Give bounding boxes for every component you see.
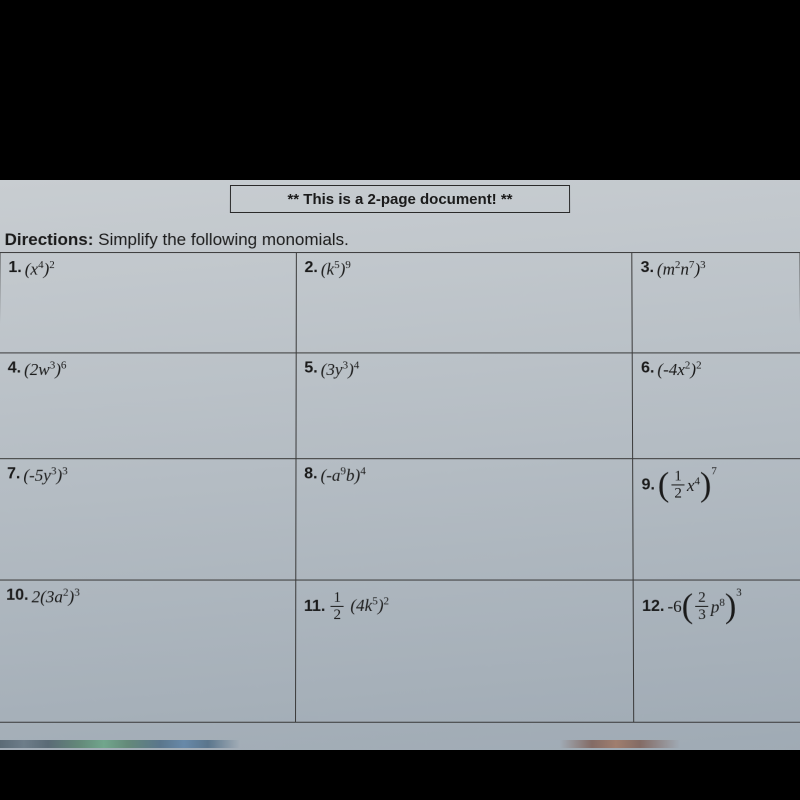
problem-number: 7. xyxy=(7,465,21,483)
cell-p6: 6. (-4x2)2 xyxy=(632,353,800,459)
math-expr: (-5y3)3 xyxy=(23,465,67,486)
cell-p7: 7. (-5y3)3 xyxy=(0,459,296,580)
worksheet-table: 1. (x4)2 2. (k5)9 3. (m2n7)3 4. xyxy=(0,252,800,723)
problem-number: 10. xyxy=(6,587,29,605)
problem-number: 3. xyxy=(641,259,654,277)
math-expr: (k5)9 xyxy=(321,259,351,280)
cell-p11: 11. 1 2 (4k5)2 xyxy=(295,580,634,722)
problem-number: 8. xyxy=(304,465,317,483)
problem-number: 6. xyxy=(641,359,654,377)
table-row: 10. 2(3a2)3 11. 1 2 (4k5)2 xyxy=(0,580,800,722)
fraction: 1 2 xyxy=(671,469,685,502)
problem-number: 1. xyxy=(8,259,21,277)
problem-number: 12. xyxy=(642,598,664,616)
cell-p1: 1. (x4)2 xyxy=(0,253,296,353)
fraction: 2 3 xyxy=(695,590,709,623)
math-expr: (m2n7)3 xyxy=(657,259,706,280)
directions-line: Directions: Simplify the following monom… xyxy=(5,230,349,250)
math-expr: (3y3)4 xyxy=(321,359,360,380)
problem-number: 11. xyxy=(304,598,326,616)
cell-p12: 12. -6 ( 2 3 p8 ) 3 xyxy=(633,580,800,722)
math-expr: (x4)2 xyxy=(25,259,55,280)
problem-number: 5. xyxy=(304,359,317,377)
math-expr: 1 2 (4k5)2 xyxy=(328,590,389,623)
directions-label: Directions: xyxy=(5,230,94,249)
cell-p5: 5. (3y3)4 xyxy=(296,353,633,459)
table-row: 1. (x4)2 2. (k5)9 3. (m2n7)3 xyxy=(0,253,800,353)
taskbar-hint xyxy=(0,740,800,748)
cell-p8: 8. (-a9b)4 xyxy=(295,459,633,580)
cell-p2: 2. (k5)9 xyxy=(296,253,633,353)
problem-number: 4. xyxy=(8,359,22,377)
math-expr: ( 1 2 x4 ) 7 xyxy=(658,469,717,502)
worksheet-photo: ** This is a 2-page document! ** Directi… xyxy=(0,180,800,755)
fraction: 1 2 xyxy=(330,590,344,623)
table-row: 4. (2w3)6 5. (3y3)4 6. (-4x2)2 xyxy=(0,353,800,459)
math-expr: (-a9b)4 xyxy=(321,465,366,486)
cell-p4: 4. (2w3)6 xyxy=(0,353,296,459)
problem-number: 2. xyxy=(304,259,317,277)
math-expr: 2(3a2)3 xyxy=(32,587,80,608)
cell-p9: 9. ( 1 2 x4 ) 7 xyxy=(633,459,800,580)
table-row: 7. (-5y3)3 8. (-a9b)4 9. ( 1 2 xyxy=(0,459,800,580)
taskbar-black xyxy=(0,750,800,800)
cell-p3: 3. (m2n7)3 xyxy=(632,253,800,353)
math-expr: (2w3)6 xyxy=(24,359,66,380)
cell-p10: 10. 2(3a2)3 xyxy=(0,580,295,722)
notice-box: ** This is a 2-page document! ** xyxy=(230,185,570,213)
notice-text: ** This is a 2-page document! ** xyxy=(287,190,512,207)
problem-number: 9. xyxy=(641,476,654,494)
math-expr: (-4x2)2 xyxy=(657,359,701,380)
math-expr: -6 ( 2 3 p8 ) 3 xyxy=(667,590,742,623)
directions-text: Simplify the following monomials. xyxy=(93,230,348,249)
